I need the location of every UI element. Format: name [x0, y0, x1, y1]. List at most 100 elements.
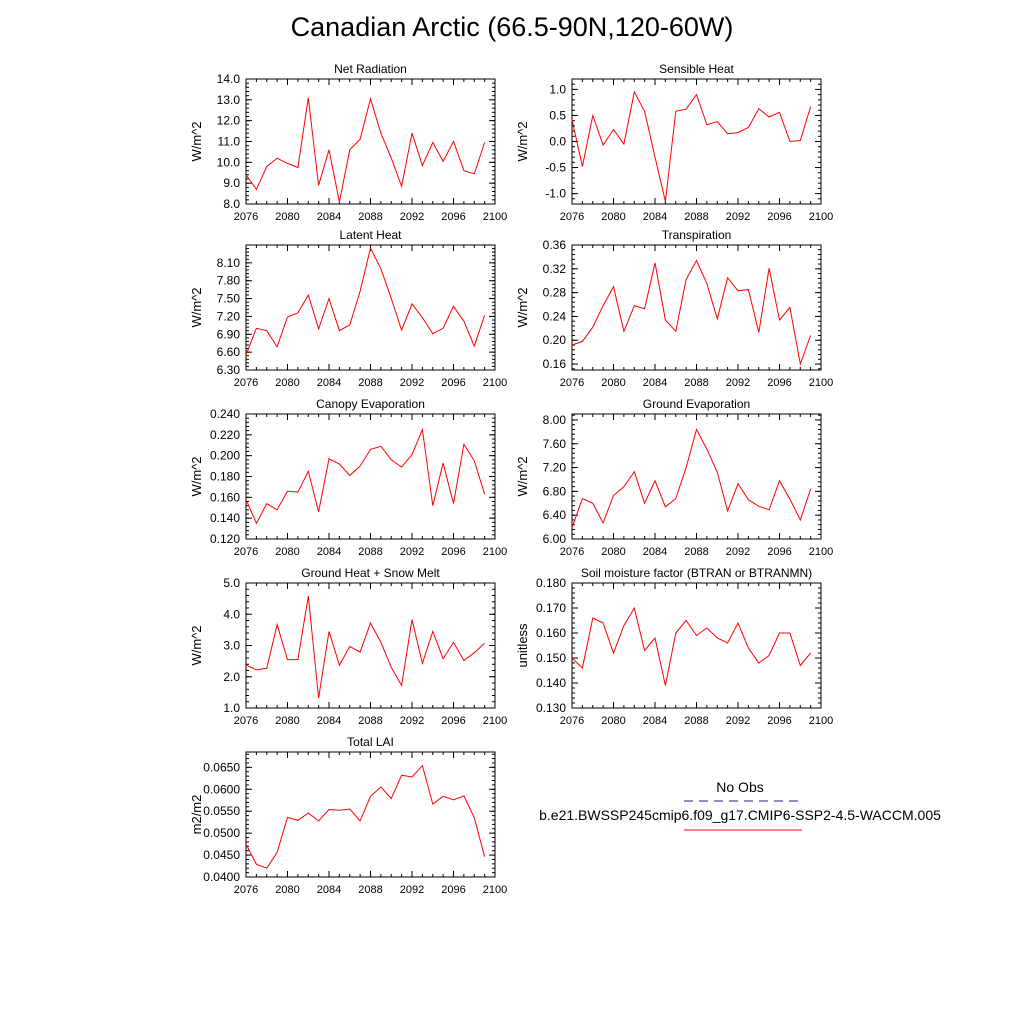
- panel-3: Transpiration W/m^2 2076 2080 2084 2088 2092 20…: [515, 228, 833, 389]
- plot-frame: [571, 244, 822, 371]
- x-tick-label: 2080: [601, 211, 625, 223]
- x-tick-label: 2084: [643, 211, 667, 223]
- y-tick-label: 0.240: [210, 407, 240, 421]
- x-tick-label: 2088: [358, 546, 382, 558]
- series-line: [245, 764, 486, 869]
- y-tick-label: 10.0: [217, 155, 241, 169]
- x-tick-label: 2076: [234, 377, 258, 389]
- y-tick-label: 5.0: [223, 576, 240, 590]
- y-axis-label: W/m^2: [189, 287, 204, 327]
- panel-title: Canopy Evaporation: [316, 397, 425, 411]
- x-tick-label: 2092: [726, 211, 750, 223]
- x-tick-label: 2076: [560, 211, 584, 223]
- x-tick-label: 2080: [275, 211, 299, 223]
- x-tick-label: 2080: [275, 546, 299, 558]
- x-tick-label: 2076: [560, 377, 584, 389]
- panel-title: Net Radiation: [334, 62, 407, 76]
- panel-title: Transpiration: [662, 228, 732, 242]
- y-axis-label: W/m^2: [515, 121, 530, 161]
- x-tick-label: 2088: [358, 377, 382, 389]
- x-tick-label: 2100: [483, 884, 507, 896]
- y-tick-label: 0.0450: [203, 848, 240, 862]
- x-tick-label: 2096: [441, 377, 465, 389]
- x-tick-label: 2096: [441, 546, 465, 558]
- x-tick-label: 2084: [643, 715, 667, 727]
- x-tick-label: 2084: [317, 211, 341, 223]
- y-tick-label: 0.140: [536, 676, 566, 690]
- x-tick-label: 2100: [483, 377, 507, 389]
- y-axis-label: W/m^2: [189, 121, 204, 161]
- y-tick-label: 11.0: [218, 135, 241, 149]
- y-tick-label: 0.150: [536, 651, 566, 665]
- y-tick-label: 2.0: [223, 670, 240, 684]
- x-tick-label: 2088: [358, 211, 382, 223]
- panel-title: Ground Heat + Snow Melt: [301, 566, 440, 580]
- series-line: [245, 246, 486, 356]
- panel-7: Soil moisture factor (BTRAN or BTRANMN) u…: [515, 566, 833, 727]
- y-tick-label: 7.50: [217, 292, 241, 306]
- x-tick-label: 2088: [358, 715, 382, 727]
- y-tick-label: 6.90: [217, 327, 241, 341]
- y-tick-label: 0.36: [543, 238, 567, 252]
- legend-model-line: [684, 829, 802, 831]
- x-tick-label: 2092: [400, 715, 424, 727]
- plot-frame: [245, 244, 496, 371]
- series-line: [571, 606, 811, 686]
- x-tick-label: 2096: [441, 884, 465, 896]
- legend-obs-line: [684, 800, 802, 802]
- x-tick-label: 2100: [809, 211, 833, 223]
- panel-title: Latent Heat: [339, 228, 402, 242]
- legend: No Obs b.e21.BWSSP245cmip6.f09_g17.CMIP6…: [530, 776, 950, 846]
- x-tick-label: 2080: [275, 715, 299, 727]
- panel-0: Net Radiation W/m^2 2076 2080 2084 2088 2092 20…: [189, 62, 507, 223]
- x-tick-label: 2100: [809, 715, 833, 727]
- y-tick-label: 0.160: [210, 490, 240, 504]
- y-tick-label: 8.0: [223, 197, 240, 211]
- y-tick-label: 6.00: [543, 532, 567, 546]
- x-tick-label: 2096: [441, 211, 465, 223]
- y-tick-label: 7.20: [543, 461, 567, 475]
- x-tick-label: 2084: [317, 546, 341, 558]
- x-tick-label: 2100: [483, 715, 507, 727]
- legend-model-label: b.e21.BWSSP245cmip6.f09_g17.CMIP6-SSP2-4…: [539, 807, 941, 823]
- y-tick-label: 6.30: [217, 363, 241, 377]
- x-tick-label: 2076: [234, 884, 258, 896]
- x-tick-label: 2096: [767, 715, 791, 727]
- legend-obs-label: No Obs: [716, 779, 764, 795]
- y-tick-label: 0.0500: [203, 826, 240, 840]
- y-tick-label: 0.130: [536, 701, 566, 715]
- y-tick-label: 4.0: [223, 607, 240, 621]
- x-tick-label: 2092: [400, 377, 424, 389]
- x-tick-label: 2088: [684, 211, 708, 223]
- y-tick-label: 8.10: [217, 256, 241, 270]
- x-tick-label: 2096: [767, 546, 791, 558]
- y-axis-label: m2/m2: [189, 795, 204, 835]
- y-tick-label: 6.40: [543, 508, 567, 522]
- y-tick-label: 0.20: [543, 333, 567, 347]
- x-tick-label: 2084: [317, 884, 341, 896]
- y-axis-label: W/m^2: [515, 456, 530, 496]
- x-tick-label: 2092: [400, 884, 424, 896]
- y-tick-label: 12.0: [217, 114, 241, 128]
- x-tick-label: 2088: [684, 546, 708, 558]
- y-tick-label: 1.0: [549, 82, 566, 96]
- panel-title: Ground Evaporation: [643, 397, 750, 411]
- plot-frame: [571, 413, 822, 540]
- panel-title: Total LAI: [347, 735, 394, 749]
- x-tick-label: 2092: [726, 546, 750, 558]
- y-tick-label: 0.24: [543, 309, 567, 323]
- x-tick-label: 2088: [358, 884, 382, 896]
- y-tick-label: 0.120: [210, 532, 240, 546]
- y-tick-label: 3.0: [223, 639, 240, 653]
- x-tick-label: 2080: [601, 715, 625, 727]
- x-tick-label: 2088: [684, 377, 708, 389]
- y-tick-label: -0.5: [545, 161, 566, 175]
- y-tick-label: 8.00: [543, 413, 567, 427]
- y-tick-label: 9.0: [223, 176, 240, 190]
- y-tick-label: 0.0: [549, 135, 566, 149]
- plot-frame: [571, 582, 822, 709]
- y-tick-label: 0.0550: [203, 804, 240, 818]
- series-line: [571, 90, 812, 202]
- y-tick-label: 0.28: [543, 286, 567, 300]
